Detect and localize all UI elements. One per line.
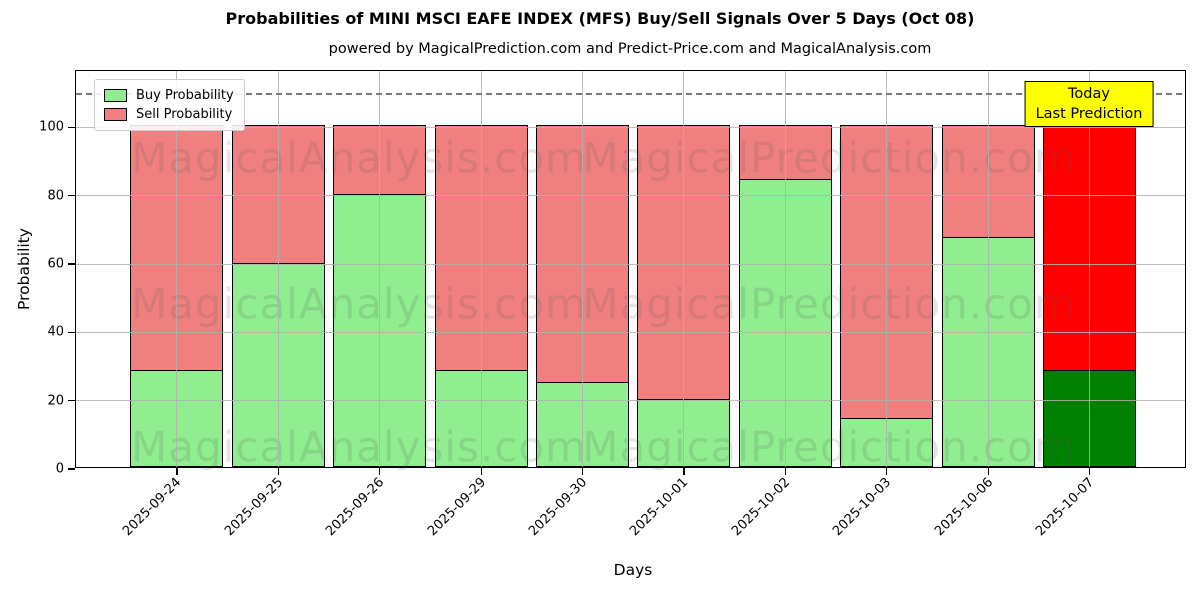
x-tick-mark (683, 468, 685, 475)
x-tick-mark (480, 468, 482, 475)
x-tick-mark (886, 468, 888, 475)
v-gridline (379, 71, 381, 467)
v-gridline (987, 71, 989, 467)
x-tick-mark (277, 468, 280, 475)
x-axis-title: Days (613, 561, 653, 579)
y-tick-label: 0 (55, 461, 64, 477)
chart-title: Probabilities of MINI MSCI EAFE INDEX (M… (225, 9, 975, 28)
h-gridline (76, 263, 1185, 265)
y-axis-title: Probability (15, 228, 33, 310)
watermark-text: MagicalPrediction.com (582, 279, 1076, 329)
y-tick-label: 60 (47, 256, 64, 272)
legend-sell-label: Sell Probability (136, 107, 233, 122)
y-tick-label: 40 (47, 324, 64, 340)
buy-swatch-icon (104, 89, 127, 102)
y-tick-mark (68, 263, 75, 265)
v-gridline (176, 71, 178, 467)
legend: Buy Probability Sell Probability (94, 79, 245, 131)
x-tick-mark (582, 468, 584, 475)
x-tick-mark (176, 468, 178, 475)
h-gridline (76, 195, 1185, 197)
watermark-text: MagicalAnalysis.com (131, 133, 587, 183)
x-tick-mark (987, 468, 989, 475)
legend-buy-label: Buy Probability (136, 88, 234, 103)
watermark-text: MagicalPrediction.com (582, 422, 1076, 472)
today-annotation: Today Last Prediction (1024, 81, 1154, 127)
y-tick-mark (68, 331, 75, 333)
annotation-line2: Last Prediction (1035, 106, 1143, 122)
chart-subtitle: powered by MagicalPrediction.com and Pre… (328, 41, 932, 57)
h-gridline (76, 126, 1185, 128)
watermark-text: MagicalAnalysis.com (131, 422, 587, 472)
v-gridline (683, 71, 685, 467)
legend-row-buy: Buy Probability (104, 86, 234, 105)
v-gridline (784, 71, 786, 467)
y-tick-mark (68, 400, 75, 402)
plot-area: Buy Probability Sell Probability Today L… (39, 70, 1186, 539)
h-gridline (76, 400, 1185, 402)
x-tick-mark (1089, 468, 1091, 475)
y-tick-label: 80 (47, 188, 64, 204)
h-gridline (76, 331, 1185, 333)
y-tick-mark (68, 468, 75, 470)
annotation-line1: Today (1068, 86, 1110, 102)
y-tick-label: 100 (39, 119, 64, 135)
y-tick-mark (68, 126, 75, 129)
x-tick-mark (379, 468, 381, 475)
watermark-text: MagicalPrediction.com (582, 133, 1076, 183)
sell-swatch-icon (104, 108, 127, 121)
v-gridline (886, 71, 888, 467)
y-tick-mark (68, 195, 75, 197)
y-tick-label: 20 (47, 393, 64, 409)
v-gridline (480, 71, 482, 467)
x-tick-mark (784, 468, 787, 475)
v-gridline (277, 71, 279, 467)
v-gridline (582, 71, 583, 467)
watermark-text: MagicalAnalysis.com (131, 279, 587, 329)
v-gridline (1089, 71, 1090, 467)
dashed-reference-line (76, 93, 1185, 95)
legend-row-sell: Sell Probability (104, 105, 234, 124)
